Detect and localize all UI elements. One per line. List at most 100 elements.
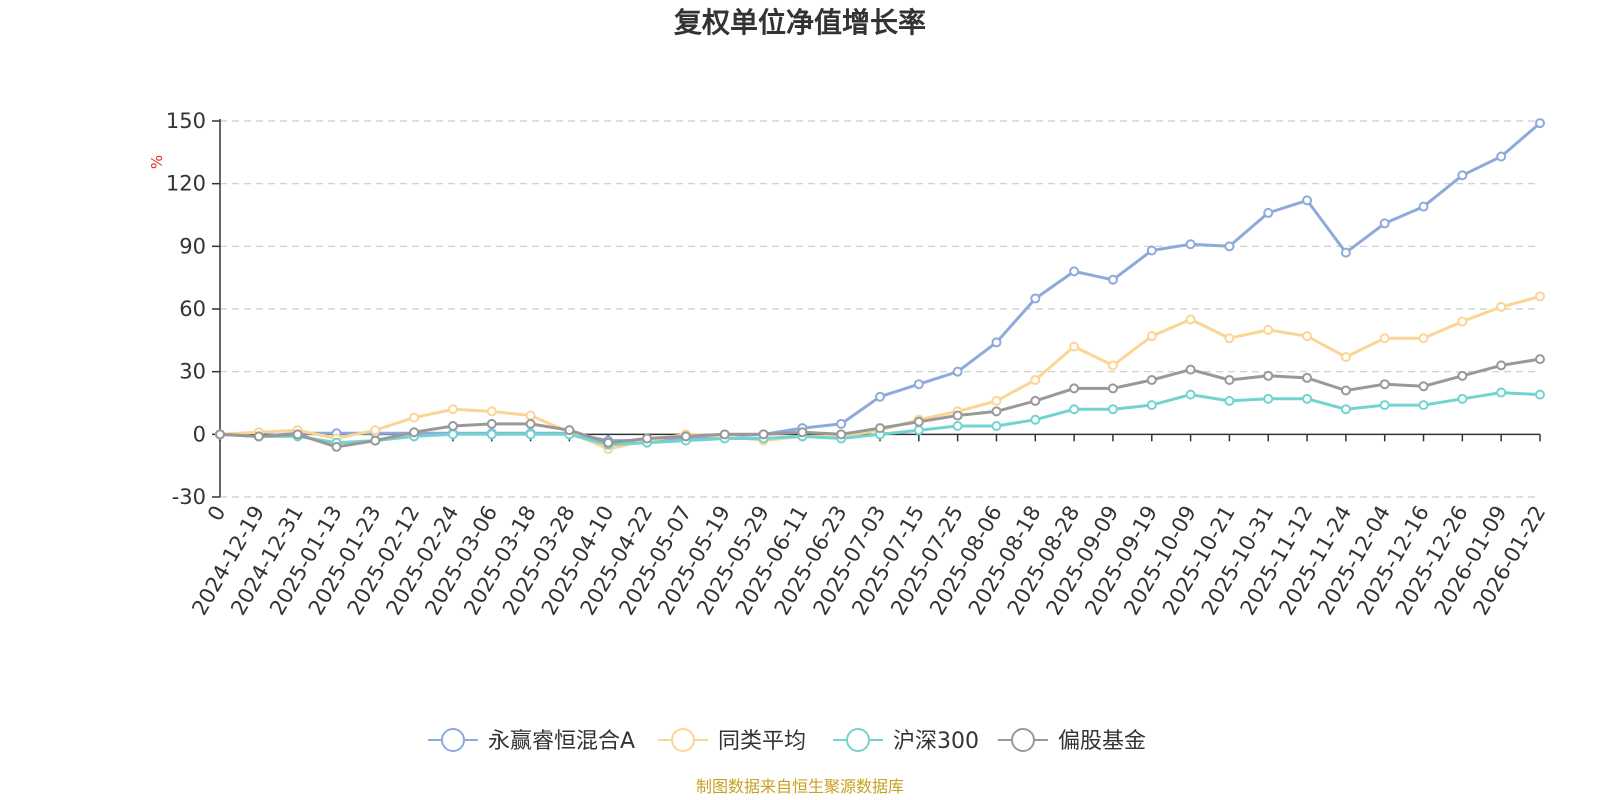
data-point [1302,372,1313,383]
data-point [913,416,924,427]
data-point [1496,301,1507,312]
y-tick-label: 0 [193,422,206,446]
data-point [1496,360,1507,371]
legend-item-3[interactable]: 偏股基金 [998,728,1146,754]
data-point [1340,404,1351,415]
y-tick-label: 30 [179,360,206,384]
data-point [253,431,264,442]
data-point [991,395,1002,406]
data-point [447,404,458,415]
data-point [1379,379,1390,390]
data-point [1340,247,1351,258]
legend-item-1[interactable]: 同类平均 [658,728,806,754]
data-point [1418,381,1429,392]
data-point [1302,393,1313,404]
legend[interactable]: 永赢睿恒混合A 同类平均 沪深300 偏股基金 [428,728,1146,754]
data-point [836,418,847,429]
data-point [991,420,1002,431]
y-tick-label: 90 [179,234,206,258]
data-point [1496,151,1507,162]
data-point [409,427,420,438]
data-point [1107,404,1118,415]
data-point [370,425,381,436]
data-point [1185,389,1196,400]
data-point [1418,400,1429,411]
data-point [1457,370,1468,381]
data-point [1069,266,1080,277]
data-point [1379,333,1390,344]
data-point [1069,383,1080,394]
legend-item-2[interactable]: 沪深300 [833,728,979,754]
data-point [1185,314,1196,325]
data-point [952,420,963,431]
legend-marker [441,728,465,752]
data-point [1379,400,1390,411]
data-point [525,418,536,429]
data-point [913,425,924,436]
legend-label: 沪深300 [893,729,979,754]
grid-lines [220,120,1540,498]
data-point [1030,395,1041,406]
data-point [1379,218,1390,229]
data-point [1457,393,1468,404]
y-tick-label: 60 [179,297,206,321]
data-point [1107,274,1118,285]
legend-item-0[interactable]: 永赢睿恒混合A [428,728,635,754]
data-point [447,420,458,431]
data-point [1263,370,1274,381]
chart-title: 复权单位净值增长率 [674,6,926,39]
data-point [370,435,381,446]
data-point [1535,291,1545,302]
source-note: 制图数据来自恒生聚源数据库 [696,777,904,796]
legend-label: 偏股基金 [1058,729,1146,754]
data-point [642,433,653,444]
y-unit-label: % [148,155,166,169]
data-point [486,418,497,429]
data-point [486,429,497,440]
data-point [1457,170,1468,181]
data-point [1224,241,1235,252]
data-point [331,441,342,452]
data-point [1535,389,1545,400]
data-point [1107,383,1118,394]
data-point [1418,333,1429,344]
data-point [913,379,924,390]
x-tick-label: 0 [203,502,230,526]
data-point [719,429,730,440]
data-point [1146,375,1157,386]
y-tick-label: -30 [172,485,206,509]
data-point [525,410,536,421]
data-point [797,427,808,438]
y-tick-label: 120 [166,172,206,196]
data-point [836,429,847,440]
data-point [1457,316,1468,327]
data-point [564,425,575,436]
data-point [1069,341,1080,352]
data-point [1185,364,1196,375]
legend-marker [671,728,695,752]
data-point [680,431,691,442]
data-point [1340,352,1351,363]
data-point [1030,293,1041,304]
data-point [1418,201,1429,212]
data-point [447,429,458,440]
series-lines [215,118,1545,454]
data-point [1535,118,1545,129]
legend-label: 同类平均 [718,729,806,754]
data-point [1224,395,1235,406]
axes: -30030609012015002024-12-192024-12-31202… [166,109,1550,619]
data-point [1535,354,1545,365]
data-point [1340,385,1351,396]
data-point [292,429,303,440]
data-point [1302,195,1313,206]
data-point [486,406,497,417]
data-point [1069,404,1080,415]
data-point [1263,207,1274,218]
data-point [991,406,1002,417]
data-point [1030,375,1041,386]
data-point [215,429,225,440]
data-point [1107,360,1118,371]
data-point [1496,387,1507,398]
data-point [1263,324,1274,335]
